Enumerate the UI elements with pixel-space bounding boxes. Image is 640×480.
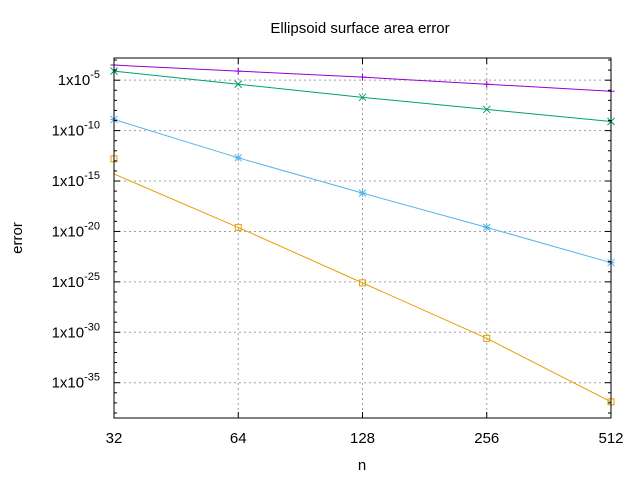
data-point xyxy=(483,81,490,88)
data-point xyxy=(483,224,490,231)
x-tick-label: 32 xyxy=(106,430,123,447)
y-tick-label: 1x10-10 xyxy=(52,120,100,140)
data-point xyxy=(235,68,242,75)
x-tick-label: 256 xyxy=(474,430,499,447)
y-tick-label: 1x10-35 xyxy=(52,372,100,392)
y-tick-labels: 1x10-5 1x10-10 1x10-15 1x10-20 1x10-25 1x10-3… xyxy=(52,69,100,392)
y-tick-label: 1x10-25 xyxy=(52,271,100,291)
x-tick-label: 128 xyxy=(350,430,375,447)
y-tick-label: 1x10-5 xyxy=(58,69,100,89)
x-axis-label: n xyxy=(358,457,366,474)
x-tick-label: 64 xyxy=(230,430,247,447)
y-tick-label: 1x10-30 xyxy=(52,321,100,341)
data-point xyxy=(235,154,242,161)
y-tick-label: 1x10-15 xyxy=(52,170,100,190)
chart-title: Ellipsoid surface area error xyxy=(270,20,449,37)
x-tick-labels: 32 64 128 256 512 xyxy=(106,430,624,447)
data-point xyxy=(359,74,366,81)
y-axis-label: error xyxy=(9,222,26,254)
x-tick-label: 512 xyxy=(598,430,623,447)
data-point xyxy=(359,190,366,197)
y-tick-label: 1x10-20 xyxy=(52,220,100,240)
